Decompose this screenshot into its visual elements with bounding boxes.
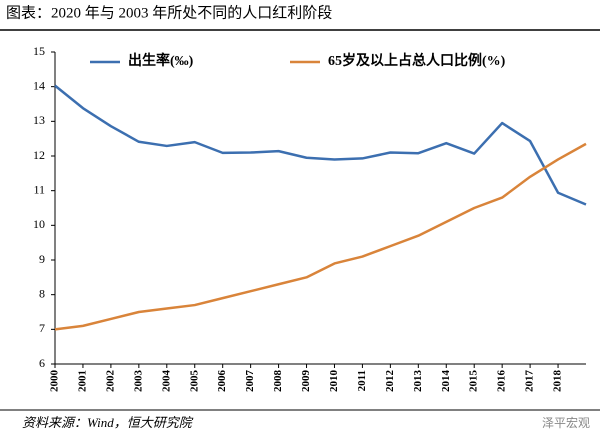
chart-title: 图表：2020 年与 2003 年所处不同的人口红利阶段 — [6, 4, 332, 21]
y-tick-label: 13 — [33, 113, 45, 127]
x-tick-label: 2011 — [356, 370, 368, 391]
x-tick-label: 2010 — [328, 370, 340, 393]
x-tick-label: 2008 — [272, 370, 284, 393]
y-tick-label: 11 — [33, 182, 45, 196]
y-tick-label: 15 — [33, 44, 45, 58]
x-tick-label: 2004 — [160, 370, 172, 393]
watermark: 泽平宏观 — [542, 415, 590, 430]
x-tick-label: 2009 — [300, 370, 312, 393]
x-tick-label: 2013 — [412, 370, 424, 393]
x-tick-label: 2005 — [188, 370, 200, 393]
y-tick-label: 10 — [33, 217, 45, 231]
x-tick-label: 2007 — [244, 370, 256, 393]
legend-label: 65岁及以上占总人口比例(%) — [328, 52, 506, 69]
y-tick-label: 12 — [33, 148, 45, 162]
x-tick-label: 2003 — [132, 370, 144, 393]
source: 资料来源：Wind，恒大研究院 — [22, 415, 194, 430]
y-tick-label: 6 — [39, 356, 45, 370]
x-tick-label: 2017 — [524, 370, 536, 393]
x-tick-label: 2012 — [384, 370, 396, 393]
x-tick-label: 2015 — [468, 370, 480, 393]
x-tick-label: 2001 — [76, 370, 88, 392]
y-tick-label: 7 — [39, 321, 45, 335]
y-tick-label: 9 — [39, 252, 45, 266]
x-tick-label: 2016 — [496, 370, 508, 393]
y-tick-label: 14 — [33, 78, 45, 92]
series-line — [54, 142, 587, 331]
x-tick-label: 2014 — [440, 370, 452, 393]
x-tick-label: 2006 — [216, 370, 228, 393]
x-tick-label: 2002 — [104, 370, 116, 393]
x-tick-label: 2018 — [552, 370, 564, 393]
x-tick-label: 2000 — [49, 370, 61, 393]
y-tick-label: 8 — [39, 286, 45, 300]
legend-label: 出生率(‰) — [128, 52, 194, 69]
series-line — [54, 84, 587, 206]
